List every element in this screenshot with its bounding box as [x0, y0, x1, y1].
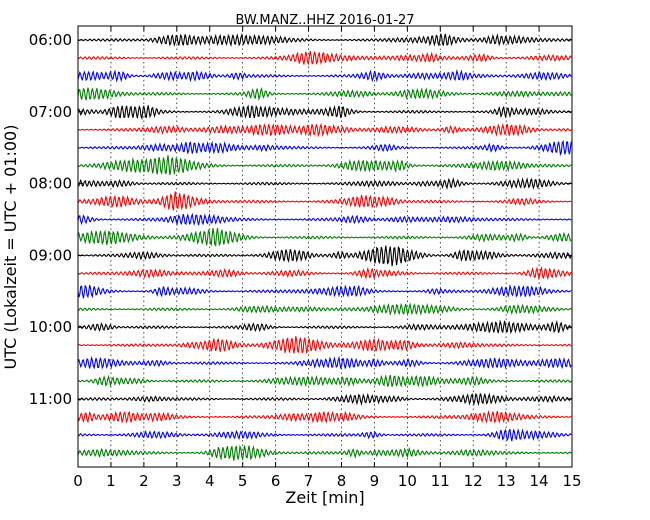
y-tick-label: 08:00 [29, 175, 72, 193]
trace-line [77, 319, 572, 335]
trace-line [77, 191, 572, 211]
x-tick-label: 7 [304, 472, 314, 490]
x-tick-label: 11 [431, 472, 450, 490]
plot-frame [77, 25, 573, 468]
chart-title: BW.MANZ..HHZ 2016-01-27 [235, 13, 414, 28]
trace-line [77, 336, 572, 354]
x-tick-label: 15 [562, 472, 581, 490]
trace-line [77, 392, 572, 407]
x-tick-label: 9 [370, 472, 380, 490]
x-tick-label: 12 [464, 472, 483, 490]
trace-line [77, 51, 572, 66]
axis-ticks [77, 26, 573, 467]
x-tick-label: 3 [172, 472, 182, 490]
trace-line [77, 155, 572, 176]
x-tick-label: 10 [398, 472, 417, 490]
x-tick-labels: 0 1 2 3 4 5 6 7 8 9 10 11 12 13 14 15 [73, 472, 581, 490]
y-tick-label: 09:00 [29, 246, 72, 264]
trace-line [77, 428, 572, 442]
x-tick-label: 4 [205, 472, 215, 490]
trace-line [77, 227, 572, 247]
y-tick-labels: 06:00 07:00 08:00 09:00 10:00 11:00 [29, 31, 72, 408]
x-tick-label: 5 [238, 472, 248, 490]
trace-line [77, 212, 572, 227]
trace-line [77, 409, 572, 424]
x-tick-label: 8 [337, 472, 347, 490]
trace-line [77, 283, 572, 299]
trace-line [77, 32, 572, 48]
trace-line [77, 374, 572, 388]
trace-line [77, 355, 572, 370]
trace-line [77, 266, 572, 281]
trace-line [77, 104, 572, 121]
y-tick-label: 10:00 [29, 318, 72, 336]
trace-line [77, 177, 572, 190]
y-tick-label: 06:00 [29, 31, 72, 49]
seismic-traces [77, 32, 572, 462]
x-axis-label: Zeit [min] [285, 488, 364, 507]
trace-line [77, 139, 572, 157]
trace-line [77, 444, 572, 462]
trace-line [77, 122, 572, 138]
y-tick-label: 07:00 [29, 103, 72, 121]
trace-line [77, 68, 572, 83]
x-tick-label: 6 [271, 472, 281, 490]
x-tick-label: 13 [497, 472, 516, 490]
trace-line [77, 245, 572, 267]
x-tick-label: 14 [530, 472, 549, 490]
y-tick-label: 11:00 [29, 390, 72, 408]
x-tick-label: 0 [73, 472, 83, 490]
x-tick-label: 1 [106, 472, 116, 490]
grid-lines [110, 26, 540, 467]
x-tick-label: 2 [139, 472, 149, 490]
trace-line [77, 87, 572, 101]
y-axis-label: UTC (Lokalzeit = UTC + 01:00) [1, 125, 20, 370]
trace-line [77, 302, 572, 317]
